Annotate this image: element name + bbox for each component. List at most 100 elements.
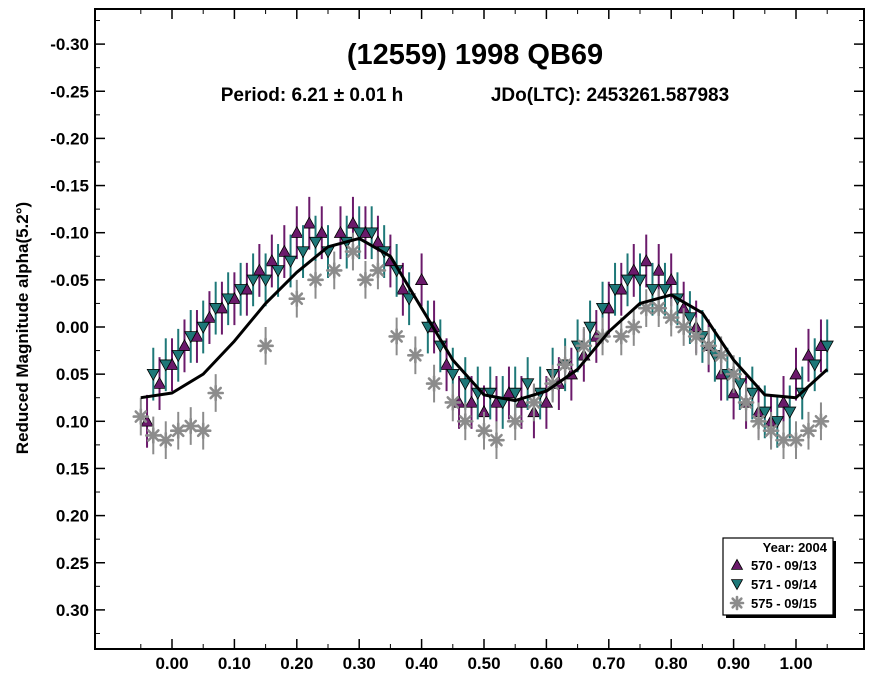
data-point — [620, 253, 635, 307]
y-tick-label: 0.10 — [56, 412, 89, 431]
marker-asterisk — [357, 271, 374, 289]
asterisk-stroke — [477, 424, 491, 438]
legend-label: 575 - 09/15 — [751, 596, 817, 611]
data-point — [639, 234, 653, 288]
asterisk-stroke — [196, 424, 210, 438]
x-tick-label: 0.50 — [467, 654, 500, 673]
data-point — [144, 416, 162, 455]
data-point — [196, 300, 210, 354]
data-point — [194, 411, 212, 450]
marker-triangle-up — [302, 216, 316, 229]
marker-asterisk — [675, 318, 692, 336]
marker-triangle-down — [233, 284, 248, 297]
marker-triangle-up — [539, 395, 554, 408]
chart-subtitle-period: Period: 6.21 ± 0.01 h — [221, 85, 404, 106]
asterisk-stroke — [327, 264, 341, 277]
marker-triangle-down — [645, 284, 660, 297]
data-point — [506, 402, 524, 441]
marker-asterisk — [157, 431, 175, 449]
data-point — [132, 397, 150, 436]
legend-label: 570 - 09/13 — [751, 558, 817, 573]
data-point — [169, 411, 187, 450]
asterisk-stroke — [409, 348, 422, 362]
marker-asterisk — [144, 427, 162, 444]
asterisk-stroke — [677, 320, 691, 334]
data-point — [296, 225, 310, 278]
asterisk-stroke — [727, 367, 740, 381]
marker-triangle-up — [730, 558, 744, 570]
legend-entry: 571 - 09/14 — [730, 577, 818, 592]
legend-entry: 575 - 09/15 — [729, 595, 817, 611]
marker-asterisk — [612, 328, 630, 345]
data-point — [357, 260, 374, 299]
data-point — [633, 253, 647, 307]
marker-asterisk — [750, 412, 767, 430]
asterisk-stroke — [627, 320, 641, 334]
asterisk-stroke — [508, 414, 522, 428]
marker-asterisk — [257, 337, 274, 355]
marker-asterisk — [325, 262, 343, 279]
data-point — [221, 272, 235, 326]
marker-triangle-up — [639, 254, 653, 267]
data-point — [344, 232, 362, 271]
marker-triangle-down — [402, 293, 416, 306]
marker-asterisk — [288, 290, 306, 308]
y-tick-label: 0.05 — [56, 365, 89, 384]
marker-triangle-up — [514, 395, 529, 408]
data-point — [407, 336, 424, 375]
x-tick-label: 0.10 — [218, 654, 251, 673]
marker-asterisk — [725, 365, 742, 383]
marker-triangle-down — [184, 331, 198, 344]
x-tick-label: 1.00 — [779, 654, 812, 673]
y-tick-label: 0.30 — [56, 601, 89, 620]
data-point — [308, 215, 323, 269]
marker-triangle-down — [730, 579, 744, 591]
data-point — [369, 251, 387, 290]
asterisk-stroke — [546, 377, 559, 390]
data-point — [525, 383, 543, 422]
asterisk-stroke — [359, 273, 372, 287]
data-point — [820, 319, 834, 373]
data-point — [762, 411, 780, 450]
marker-asterisk — [425, 375, 443, 392]
marker-asterisk — [344, 243, 362, 260]
data-point — [594, 317, 611, 356]
marker-asterisk — [488, 431, 505, 449]
data-point — [687, 317, 705, 356]
marker-triangle-down — [820, 340, 834, 353]
asterisk-stroke — [577, 339, 591, 353]
marker-asterisk — [132, 408, 150, 425]
axis-ticks: 0.00 0.10 0.20 0.30 0.40 0.50 0.60 0.70 0.80 0.90… — [50, 9, 864, 673]
data-point — [388, 317, 405, 356]
x-tick-label: 0.80 — [655, 654, 688, 673]
marker-triangle-up — [652, 263, 666, 276]
marker-triangle-down — [583, 321, 597, 334]
data-point — [184, 310, 198, 363]
asterisk-stroke — [146, 429, 160, 442]
marker-triangle-down — [209, 302, 223, 315]
asterisk-stroke — [739, 396, 753, 409]
data-point — [745, 366, 759, 420]
data-point — [488, 421, 505, 460]
marker-triangle-down — [308, 236, 323, 249]
asterisk-stroke — [614, 330, 628, 343]
marker-triangle-down — [483, 387, 497, 400]
marker-triangle-down — [683, 312, 697, 325]
fit-curve — [140, 236, 829, 403]
data-point — [425, 364, 443, 403]
asterisk-stroke — [458, 414, 472, 428]
marker-asterisk — [625, 318, 643, 336]
data-point — [233, 262, 248, 316]
marker-asterisk — [407, 346, 424, 364]
legend: Year: 2004 570 - 09/13 571 - 09/14 575 - 09… — [722, 537, 836, 618]
marker-triangle-down — [352, 227, 366, 240]
data-point — [789, 347, 803, 401]
asterisk-stroke — [702, 339, 715, 353]
marker-triangle-down — [770, 416, 784, 429]
y-tick-label: -0.10 — [50, 224, 89, 243]
marker-asterisk — [662, 309, 680, 326]
marker-asterisk — [444, 394, 462, 411]
series-3 — [132, 232, 830, 460]
x-tick-label: 0.20 — [280, 654, 313, 673]
plot-frame — [94, 8, 865, 650]
